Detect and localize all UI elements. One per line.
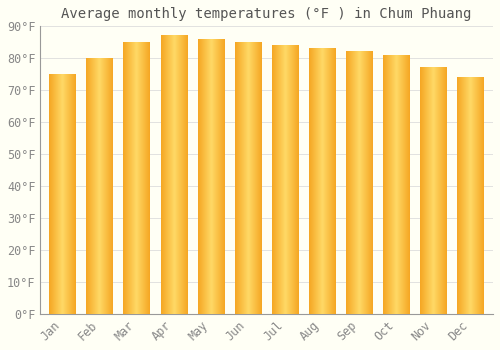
Title: Average monthly temperatures (°F ) in Chum Phuang: Average monthly temperatures (°F ) in Ch… (62, 7, 472, 21)
